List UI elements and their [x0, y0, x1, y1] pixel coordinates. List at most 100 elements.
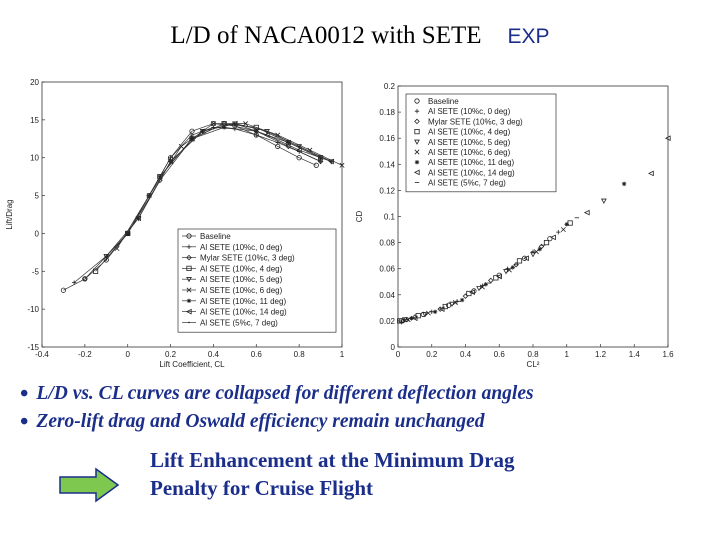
x-tick-label: 0.8 — [527, 350, 539, 359]
y-tick-label: 20 — [30, 78, 39, 87]
data-point — [438, 306, 445, 313]
x-tick-label: 1.2 — [595, 350, 607, 359]
data-point — [538, 243, 545, 250]
data-point — [243, 121, 249, 127]
right-arrow-icon — [59, 467, 120, 503]
data-point — [530, 249, 536, 254]
data-point — [560, 227, 566, 233]
data-point — [409, 316, 414, 321]
legend-label: Al SETE (5%c, 7 deg) — [200, 318, 278, 327]
legend-entry: Al SETE (10%c, 6 deg) — [182, 286, 283, 295]
series-line — [116, 123, 343, 249]
y-tick-label: 0.1 — [384, 213, 396, 222]
data-point — [330, 160, 333, 163]
x-tick-label: 1.6 — [662, 350, 674, 359]
y-tick-label: -15 — [27, 343, 39, 352]
data-series — [114, 121, 345, 252]
y-tick-label: 0.06 — [379, 265, 395, 274]
bullet-text: L/D vs. CL curves are collapsed for diff… — [36, 383, 534, 404]
legend-entry: Al SETE (10%c, 5 deg) — [182, 275, 283, 284]
data-point — [188, 321, 190, 324]
legend-entry: Al SETE (5%c, 7 deg) — [182, 318, 278, 327]
data-point — [210, 121, 216, 127]
legend-label: Al SETE (10%c, 6 deg) — [200, 286, 283, 295]
y-tick-label: -5 — [32, 267, 40, 276]
legend-entry: Al SETE (10%c, 0 deg) — [182, 243, 283, 252]
y-tick-label: 0.04 — [379, 291, 395, 300]
legend-label: Al SETE (10%c, 4 deg) — [200, 264, 283, 273]
data-point — [422, 312, 428, 318]
data-series — [125, 125, 323, 236]
data-point — [82, 276, 88, 282]
data-series — [105, 122, 333, 261]
data-point — [263, 132, 270, 138]
data-point — [105, 259, 108, 261]
data-point — [414, 160, 420, 165]
data-point — [414, 98, 420, 104]
x-tick-label: 0.6 — [494, 350, 506, 359]
data-point — [449, 301, 455, 307]
legend-label: Al SETE (10%c, 5 deg) — [428, 138, 511, 147]
conclusion-line: Lift Enhancement at the Minimum Drag — [150, 448, 515, 472]
x-tick-label: 0 — [125, 350, 130, 359]
data-series — [411, 135, 671, 322]
data-series — [404, 217, 580, 320]
data-point — [442, 303, 448, 310]
legend-entry: Al SETE (10%c, 0 deg) — [414, 107, 511, 116]
data-point — [234, 122, 236, 125]
data-point — [523, 255, 529, 262]
legend-entry: Al SETE (10%c, 14 deg) — [182, 308, 287, 317]
data-point — [186, 254, 192, 261]
x-axis-label: Lift Coefficient, CL — [159, 360, 225, 369]
data-point — [414, 129, 420, 135]
bullet-list: • L/D vs. CL curves are collapsed for dif… — [20, 380, 710, 436]
data-point — [476, 286, 482, 292]
data-series — [400, 243, 545, 324]
data-point — [135, 215, 142, 222]
y-tick-label: 15 — [30, 116, 39, 125]
y-tick-label: 0.14 — [379, 160, 395, 169]
x-axis-label: CL² — [527, 360, 540, 369]
plot-frame — [41, 81, 343, 348]
x-tick-label: 0.2 — [165, 350, 177, 359]
data-point — [185, 308, 192, 315]
y-tick-label: 10 — [30, 154, 39, 163]
data-point — [411, 315, 418, 322]
data-point — [169, 160, 172, 163]
data-point — [186, 287, 192, 293]
data-point — [413, 169, 420, 176]
data-point — [186, 233, 192, 239]
data-point — [414, 109, 420, 114]
data-point — [516, 258, 523, 264]
data-point — [513, 262, 519, 268]
series-line — [106, 123, 332, 261]
data-point — [60, 287, 67, 293]
slide-title: L/D of NACA0012 with SETE EXP — [0, 22, 720, 50]
legend-entry: Al SETE (5%c, 7 deg) — [414, 179, 506, 188]
x-tick-label: -0.4 — [35, 350, 49, 359]
legend-box — [177, 228, 337, 333]
legend-label: Al SETE (10%c, 0 deg) — [200, 243, 283, 252]
legend-label: Baseline — [428, 97, 459, 106]
ld-vs-cl-chart: -0.4 -0.2 0 0.2 0.4 0.6 0.8 1 -15 -10 -5 0 5 10 15 20 Li… — [5, 78, 345, 369]
y-tick-label: 0.02 — [379, 317, 395, 326]
x-tick-label: 0.2 — [426, 350, 438, 359]
data-point — [178, 143, 184, 149]
x-tick-label: 0.6 — [251, 350, 263, 359]
conclusion-text: Lift Enhancement at the Minimum Drag Pen… — [150, 446, 515, 502]
legend-entry: Al SETE (10%c, 4 deg) — [414, 128, 511, 137]
data-series — [409, 181, 627, 321]
bullet-item: • L/D vs. CL curves are collapsed for dif… — [20, 380, 710, 408]
data-point — [397, 318, 403, 324]
data-series — [405, 227, 566, 323]
data-point — [521, 255, 528, 261]
legend-label: Al SETE (10%c, 11 deg) — [428, 158, 514, 167]
title-tag: EXP — [507, 25, 550, 48]
data-point — [550, 234, 556, 241]
x-tick-label: 0 — [396, 350, 401, 359]
legend-label: Al SETE (10%c, 14 deg) — [428, 168, 515, 177]
y-tick-label: 5 — [35, 192, 40, 201]
data-point — [556, 229, 561, 235]
y-tick-label: -10 — [27, 305, 39, 314]
data-point — [503, 269, 509, 275]
